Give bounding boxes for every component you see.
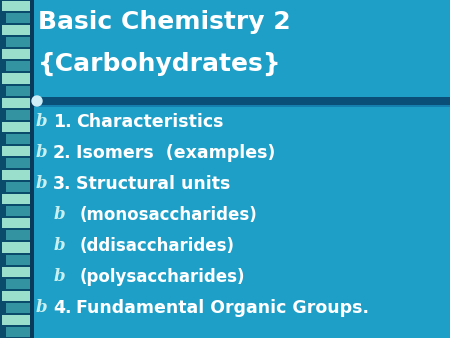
Polygon shape	[2, 267, 30, 276]
Text: (monosaccharides): (monosaccharides)	[80, 206, 258, 224]
Polygon shape	[6, 231, 30, 240]
Polygon shape	[6, 303, 30, 313]
Polygon shape	[6, 206, 30, 216]
Bar	[0, 0, 30, 24]
Polygon shape	[6, 13, 30, 23]
Polygon shape	[2, 98, 30, 107]
Polygon shape	[6, 158, 30, 168]
Text: (ddisaccharides): (ddisaccharides)	[80, 237, 235, 255]
Polygon shape	[2, 291, 30, 301]
Bar	[34, 97, 450, 105]
Text: b: b	[54, 206, 66, 223]
Bar	[0, 24, 30, 48]
Bar	[0, 290, 30, 314]
Bar	[0, 217, 30, 241]
Polygon shape	[6, 86, 30, 96]
Bar	[0, 266, 30, 290]
Bar	[34, 105, 450, 107]
Polygon shape	[6, 134, 30, 144]
Text: Characteristics: Characteristics	[76, 113, 224, 131]
Text: (polysaccharides): (polysaccharides)	[80, 268, 246, 286]
Bar	[0, 241, 30, 266]
Text: b: b	[36, 299, 48, 316]
Text: b: b	[36, 113, 48, 130]
Text: b: b	[36, 144, 48, 161]
Polygon shape	[2, 315, 30, 325]
Bar	[0, 145, 30, 169]
Polygon shape	[2, 218, 30, 228]
Polygon shape	[2, 122, 30, 132]
Polygon shape	[2, 49, 30, 59]
Text: {Carbohydrates}: {Carbohydrates}	[38, 52, 282, 76]
Polygon shape	[2, 242, 30, 252]
Text: Basic Chemistry 2: Basic Chemistry 2	[38, 10, 291, 34]
Polygon shape	[2, 146, 30, 156]
Polygon shape	[6, 327, 30, 337]
Bar	[0, 169, 30, 193]
Polygon shape	[2, 194, 30, 204]
Polygon shape	[6, 37, 30, 47]
Circle shape	[32, 96, 42, 106]
Text: 2.: 2.	[53, 144, 72, 162]
Bar	[30, 0, 34, 338]
Bar	[0, 314, 30, 338]
Text: Fundamental Organic Groups.: Fundamental Organic Groups.	[76, 299, 369, 317]
Text: 3.: 3.	[53, 175, 72, 193]
Text: b: b	[54, 268, 66, 285]
Bar	[0, 97, 30, 121]
Text: b: b	[36, 175, 48, 192]
Text: 1.: 1.	[53, 113, 72, 131]
Bar	[0, 121, 30, 145]
Polygon shape	[2, 1, 30, 11]
Polygon shape	[6, 279, 30, 289]
Text: Structural units: Structural units	[76, 175, 230, 193]
Text: 4.: 4.	[53, 299, 72, 317]
Polygon shape	[2, 170, 30, 180]
Bar	[0, 48, 30, 72]
Bar	[0, 193, 30, 217]
Bar	[0, 72, 30, 97]
Polygon shape	[6, 182, 30, 192]
Polygon shape	[2, 73, 30, 83]
Polygon shape	[2, 25, 30, 35]
Text: Isomers  (examples): Isomers (examples)	[76, 144, 275, 162]
Text: b: b	[54, 237, 66, 254]
Polygon shape	[6, 255, 30, 265]
Polygon shape	[6, 110, 30, 120]
Polygon shape	[6, 62, 30, 71]
